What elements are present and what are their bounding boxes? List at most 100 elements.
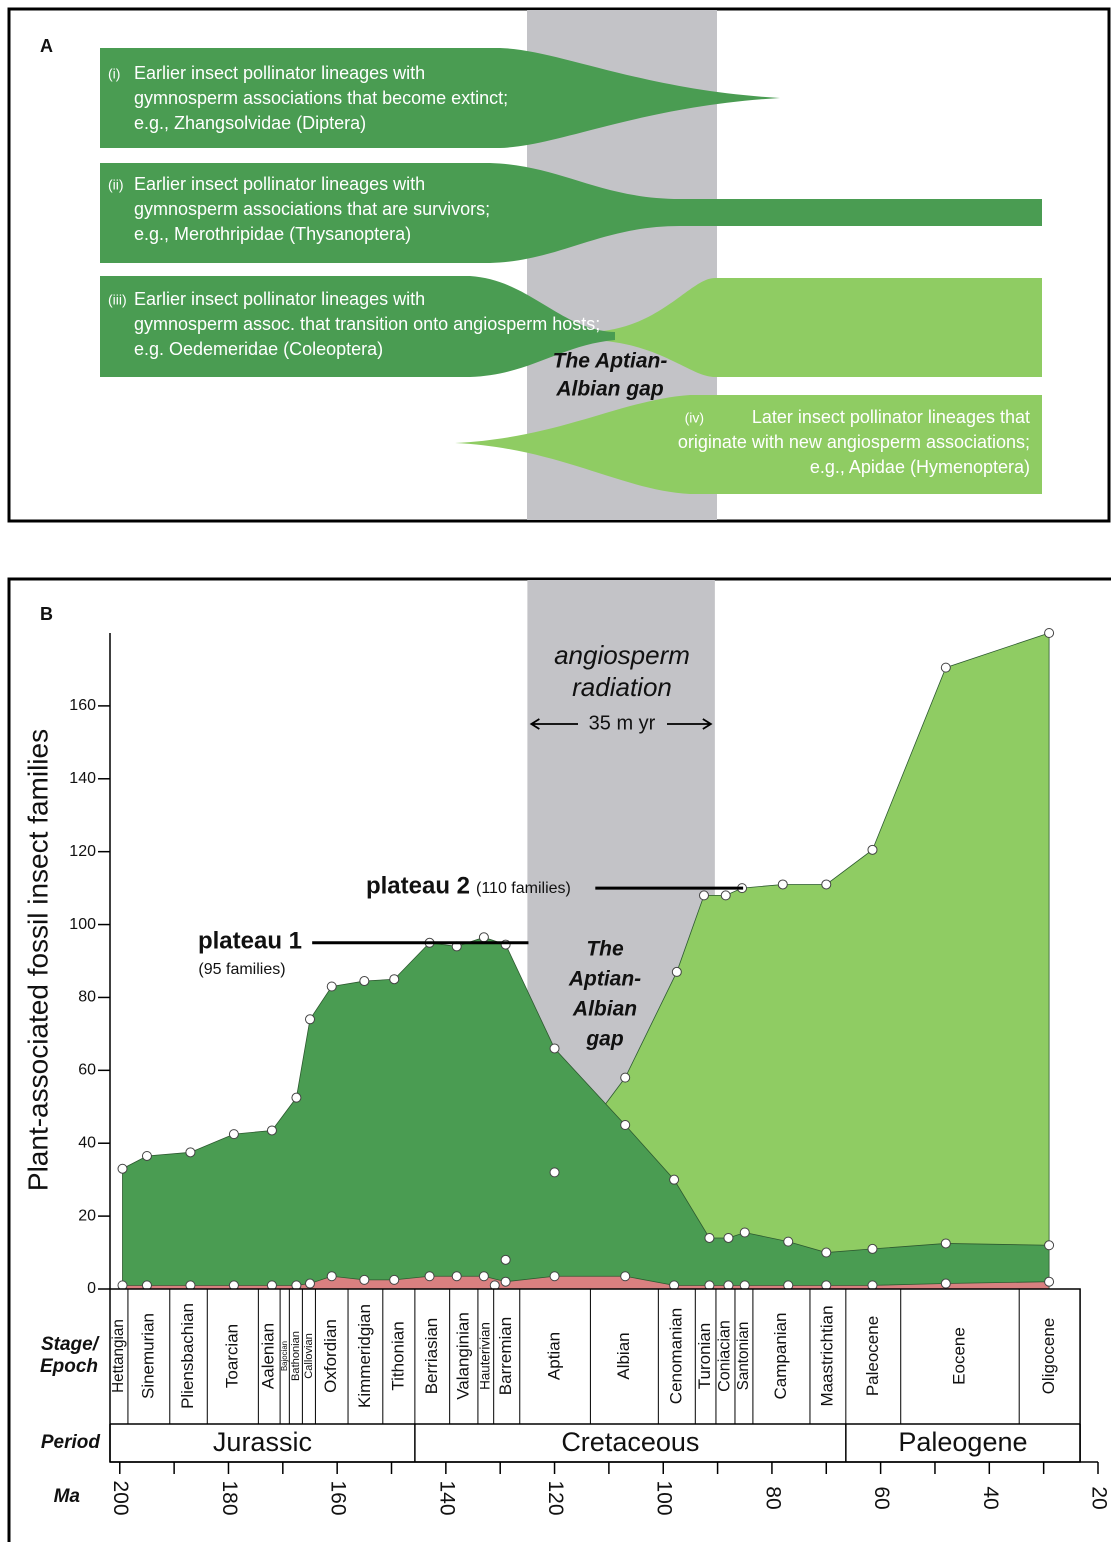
data-point [705,1233,714,1242]
stage-label: Sinemurian [138,1313,157,1399]
x-tick-label: 200 [109,1480,132,1515]
data-point [142,1151,151,1160]
x-tick-label: 180 [218,1480,241,1515]
x-tick-label: 160 [327,1480,350,1515]
y-tick-label: 40 [78,1134,96,1151]
radiation-label: radiation [572,672,672,702]
data-point [360,977,369,986]
data-point [1045,1241,1054,1250]
data-point [267,1126,276,1135]
data-point [479,1272,488,1281]
stage-label: Oxfordian [321,1319,340,1393]
stage-label: Hettangian [110,1319,127,1393]
stage-label: Paleocene [863,1316,882,1396]
data-point [621,1121,630,1130]
lineage-text: originate with new angiosperm associatio… [678,432,1030,452]
data-point [550,1272,559,1281]
data-point [670,1175,679,1184]
data-point [941,1239,950,1248]
y-axis-title: Plant-associated fossil insect families [22,729,53,1191]
row-label: Ma [54,1486,81,1507]
data-point [305,1015,314,1024]
gap-label: Albian gap [555,378,664,401]
gap-label: Aptian- [568,968,641,991]
data-point [425,1272,434,1281]
stage-label: Aptian [545,1332,564,1380]
panel-label: A [40,36,53,56]
radiation-label: angiosperm [554,640,690,670]
lineage-numeral: (iii) [108,292,127,308]
data-point [479,933,488,942]
lineage-text: gymnosperm associations that become exti… [134,88,508,108]
data-point [868,1244,877,1253]
lineage-text: e.g., Zhangsolvidae (Diptera) [134,113,366,133]
stage-label: Berriasian [422,1318,441,1395]
stage-label: Maastrichtian [817,1305,836,1406]
data-point [186,1148,195,1157]
lineage-text: gymnosperm assoc. that transition onto a… [134,314,600,334]
stage-label: Campanian [771,1313,790,1400]
row-label: Epoch [40,1356,98,1377]
data-point [721,891,730,900]
data-point [868,845,877,854]
data-point [621,1073,630,1082]
stage-label: Valanginian [453,1312,472,1400]
plateau-label: plateau 1 [198,927,302,954]
data-point [941,663,950,672]
gap-label: Albian [572,998,637,1021]
span-label: 35 m yr [589,712,656,734]
x-tick-label: 60 [870,1486,893,1509]
plateau-note: (95 families) [198,961,285,978]
plateau-note: (110 families) [476,880,571,897]
stage-label: Eocene [949,1327,968,1385]
stage-label: Turonian [695,1323,714,1389]
x-tick-label: 40 [979,1486,1002,1509]
stage-label: Tithonian [388,1321,407,1390]
data-point [327,1272,336,1281]
stage-label: Aalenian [259,1323,278,1389]
data-point [550,1168,559,1177]
plateau-label: plateau 2 [366,872,470,899]
panel-label: B [40,604,53,624]
data-point [1045,629,1054,638]
stage-label: Toarcian [222,1324,241,1388]
x-tick-label: 100 [653,1480,676,1515]
stage-label: Santonian [735,1322,752,1391]
lineage-text: Earlier insect pollinator lineages with [134,63,425,83]
stage-label: Kimmeridgian [355,1304,374,1408]
period-label: Paleogene [898,1427,1027,1457]
data-point [621,1272,630,1281]
gap-label: The [586,938,624,961]
gap-label: The Aptian- [553,350,668,373]
data-point [550,1044,559,1053]
stage-label: Hauterivian [477,1322,492,1390]
stage-label: Barremian [496,1317,515,1395]
data-point [778,880,787,889]
data-point [724,1233,733,1242]
x-tick-label: 140 [435,1480,458,1515]
figure: A(i)Earlier insect pollinator lineages w… [0,0,1111,1542]
data-point [360,1275,369,1284]
x-tick-label: 20 [1087,1486,1110,1509]
x-tick-label: 120 [544,1480,567,1515]
data-point [390,975,399,984]
y-tick-label: 60 [78,1062,96,1079]
data-point [784,1237,793,1246]
data-point [390,1275,399,1284]
y-tick-label: 20 [78,1207,96,1224]
period-label: Jurassic [213,1427,312,1457]
y-tick-label: 80 [78,989,96,1006]
lineage-text: e.g. Oedemeridae (Coleoptera) [134,339,383,359]
y-tick-label: 160 [69,697,96,714]
lineage-text: e.g., Merothripidae (Thysanoptera) [134,224,411,244]
data-point [327,982,336,991]
stage-label: Cenomanian [666,1308,685,1404]
y-tick-label: 100 [69,916,96,933]
data-point [501,1277,510,1286]
data-point [501,1255,510,1264]
stage-label: Callovian [303,1333,315,1379]
data-point [292,1093,301,1102]
y-tick-label: 0 [87,1280,96,1297]
stage-label: Pliensbachian [178,1303,197,1409]
x-tick-label: 80 [761,1486,784,1509]
